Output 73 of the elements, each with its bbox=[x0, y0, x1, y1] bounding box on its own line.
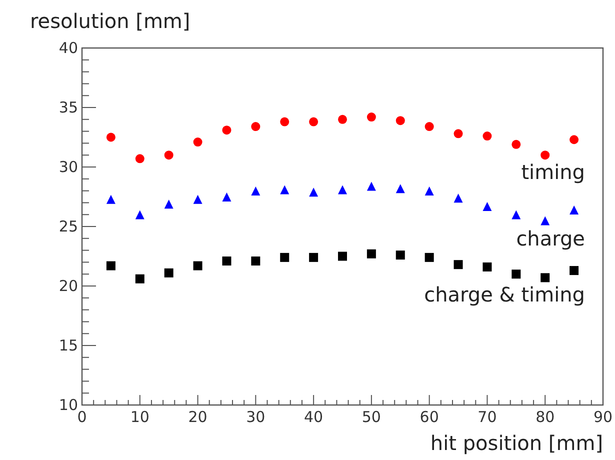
point bbox=[396, 116, 405, 126]
point bbox=[454, 260, 463, 270]
point bbox=[570, 206, 579, 215]
point bbox=[396, 250, 405, 260]
point bbox=[309, 188, 318, 197]
point bbox=[512, 210, 521, 220]
point bbox=[280, 185, 290, 194]
point bbox=[338, 114, 347, 124]
x-axis-title: hit position [mm] bbox=[430, 431, 603, 455]
point bbox=[454, 194, 463, 203]
point bbox=[424, 186, 434, 196]
point bbox=[222, 192, 232, 202]
point bbox=[135, 154, 144, 164]
point bbox=[280, 117, 290, 126]
x-tick-label: 80 bbox=[536, 408, 555, 426]
x-tick-label: 70 bbox=[478, 408, 497, 426]
point bbox=[454, 129, 463, 138]
point bbox=[106, 194, 116, 204]
x-tick-label: 10 bbox=[130, 408, 150, 426]
x-tick-label: 60 bbox=[420, 408, 439, 426]
point bbox=[482, 262, 492, 272]
point bbox=[570, 135, 579, 144]
point bbox=[482, 202, 492, 211]
point bbox=[193, 138, 202, 147]
series-label: charge bbox=[516, 226, 585, 251]
y-tick-label: 30 bbox=[58, 158, 78, 176]
point bbox=[251, 256, 260, 266]
point bbox=[338, 252, 347, 261]
point bbox=[570, 266, 579, 276]
point bbox=[512, 270, 521, 279]
point bbox=[164, 150, 174, 160]
point bbox=[512, 140, 521, 149]
point bbox=[106, 261, 116, 270]
point bbox=[540, 273, 550, 282]
point bbox=[366, 182, 376, 191]
point bbox=[193, 261, 202, 270]
series-label: charge & timing bbox=[424, 282, 585, 307]
series-label: timing bbox=[521, 160, 585, 184]
point bbox=[424, 252, 434, 262]
point bbox=[135, 274, 144, 284]
point bbox=[251, 186, 260, 196]
point bbox=[251, 122, 260, 132]
y-tick-label: 15 bbox=[58, 336, 78, 354]
y-tick-label: 35 bbox=[58, 98, 78, 116]
point bbox=[164, 200, 174, 209]
point bbox=[222, 256, 232, 266]
point bbox=[540, 216, 550, 226]
point bbox=[309, 252, 318, 262]
point bbox=[338, 185, 347, 194]
x-tick-label: 30 bbox=[246, 408, 266, 426]
point bbox=[309, 117, 318, 126]
x-tick-label: 0 bbox=[77, 408, 87, 426]
point bbox=[280, 252, 290, 262]
point bbox=[135, 210, 144, 220]
point bbox=[366, 249, 376, 258]
point bbox=[106, 132, 116, 142]
y-tick-label: 10 bbox=[58, 396, 78, 414]
point bbox=[164, 268, 174, 278]
y-axis-title: resolution [mm] bbox=[30, 9, 190, 33]
point bbox=[540, 150, 550, 160]
x-tick-label: 40 bbox=[304, 408, 324, 426]
point bbox=[396, 184, 405, 194]
y-tick-label: 25 bbox=[58, 218, 78, 236]
x-tick-label: 50 bbox=[362, 408, 381, 426]
point bbox=[222, 126, 232, 135]
y-tick-label: 40 bbox=[58, 39, 78, 57]
y-tick-label: 20 bbox=[58, 277, 78, 295]
x-tick-label: 20 bbox=[188, 408, 208, 426]
point bbox=[193, 194, 202, 204]
x-tick-label: 90 bbox=[593, 408, 613, 426]
point bbox=[482, 132, 492, 141]
point bbox=[424, 122, 434, 132]
point bbox=[366, 112, 376, 122]
